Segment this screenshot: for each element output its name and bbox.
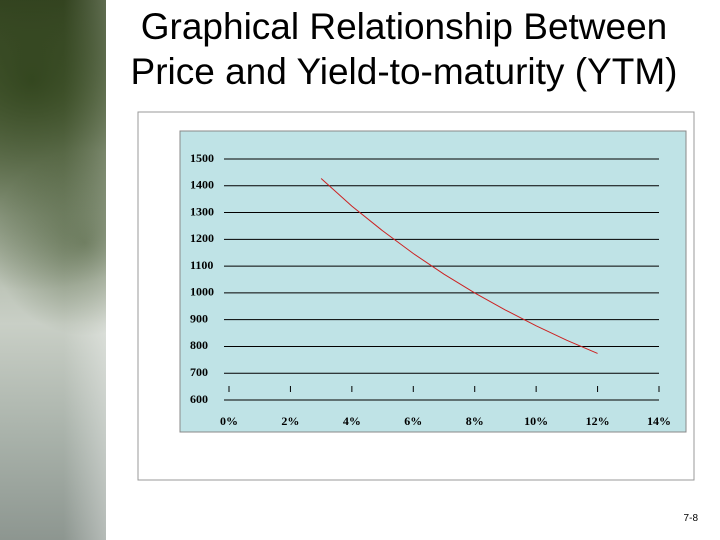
page-number: 7-8: [683, 513, 698, 524]
x-tick-label: 2%: [281, 414, 299, 428]
x-tick-label: 0%: [220, 414, 238, 428]
y-tick-label: 600: [190, 392, 208, 406]
x-tick-label: 10%: [524, 414, 548, 428]
y-tick-label: 1100: [190, 258, 213, 272]
x-tick-label: 12%: [586, 414, 610, 428]
slide-title: Graphical Relationship Between Price and…: [130, 6, 678, 92]
background-image-overlay: [0, 0, 106, 540]
x-tick-label: 4%: [343, 414, 361, 428]
y-tick-label: 1300: [190, 204, 214, 218]
x-tick-label: 14%: [647, 414, 671, 428]
y-tick-label: 1500: [190, 151, 214, 165]
y-tick-label: 700: [190, 365, 208, 379]
y-tick-label: 1000: [190, 285, 214, 299]
x-tick-label: 8%: [466, 414, 484, 428]
plot-area: [179, 130, 687, 433]
y-tick-label: 1400: [190, 178, 214, 192]
y-tick-label: 1200: [190, 231, 214, 245]
price-curve: [320, 178, 598, 354]
x-tick-label: 6%: [404, 414, 422, 428]
y-tick-label: 900: [190, 311, 208, 325]
y-tick-label: 800: [190, 338, 208, 352]
